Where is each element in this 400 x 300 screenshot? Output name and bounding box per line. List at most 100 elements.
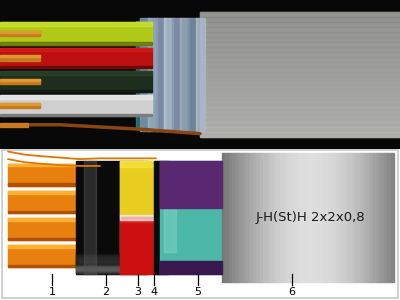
Bar	[380, 153, 384, 282]
Bar	[200, 87, 400, 92]
Bar	[200, 42, 400, 47]
Bar	[325, 153, 329, 282]
Bar	[0, 123, 28, 127]
Bar	[8, 218, 88, 240]
Bar	[287, 153, 291, 282]
Bar	[349, 153, 353, 282]
Bar	[246, 153, 250, 282]
Bar	[160, 160, 222, 208]
Bar	[0, 71, 152, 92]
Bar	[200, 12, 400, 136]
Bar	[0, 95, 152, 99]
Text: 4: 4	[150, 287, 158, 297]
Bar	[308, 153, 312, 282]
Bar	[0, 31, 40, 32]
Bar	[164, 195, 176, 251]
Bar	[76, 261, 148, 272]
Bar	[120, 215, 160, 220]
Bar	[200, 62, 400, 67]
Bar	[200, 77, 400, 82]
Bar	[226, 153, 229, 282]
Text: 1: 1	[48, 287, 56, 297]
Bar	[387, 153, 390, 282]
Bar	[76, 260, 148, 271]
Bar	[76, 254, 148, 265]
Bar	[274, 153, 277, 282]
Bar	[229, 153, 232, 282]
Bar	[180, 18, 189, 131]
Bar	[8, 218, 88, 221]
Bar	[0, 71, 152, 75]
Bar	[148, 18, 157, 131]
Bar	[200, 132, 400, 136]
Bar	[84, 160, 96, 274]
Bar	[76, 263, 148, 274]
Bar	[160, 261, 222, 274]
Bar	[200, 92, 400, 97]
Bar	[200, 52, 400, 57]
Bar	[120, 160, 160, 167]
Bar	[140, 18, 149, 131]
Bar	[277, 153, 280, 282]
Bar	[200, 122, 400, 127]
Bar	[256, 153, 260, 282]
Bar	[120, 218, 160, 222]
Bar	[0, 31, 40, 36]
Text: 5: 5	[194, 287, 202, 297]
Bar	[8, 164, 88, 186]
Text: J-H(St)H 2x2x0,8: J-H(St)H 2x2x0,8	[255, 211, 365, 224]
Bar	[332, 153, 336, 282]
Bar	[8, 191, 88, 213]
Bar	[0, 79, 40, 81]
Bar	[370, 153, 373, 282]
Bar	[360, 153, 363, 282]
Bar	[0, 22, 152, 26]
Bar	[120, 218, 160, 274]
Bar	[0, 114, 152, 116]
Bar	[200, 67, 400, 72]
Bar	[301, 153, 304, 282]
Bar	[120, 160, 160, 274]
Bar	[318, 153, 322, 282]
Bar	[339, 153, 342, 282]
Bar	[76, 253, 148, 264]
Bar	[366, 153, 370, 282]
Bar	[322, 153, 325, 282]
Text: 3: 3	[134, 287, 142, 297]
Bar	[280, 153, 284, 282]
Bar	[0, 79, 40, 84]
Bar	[200, 27, 400, 32]
Bar	[200, 97, 400, 102]
Bar	[164, 18, 173, 131]
Bar	[76, 262, 148, 273]
Bar	[267, 153, 270, 282]
Bar	[236, 153, 239, 282]
Bar	[384, 153, 387, 282]
Bar	[8, 245, 88, 248]
Bar	[200, 102, 400, 107]
Bar	[353, 153, 356, 282]
Bar	[200, 57, 400, 62]
Bar	[253, 153, 256, 282]
Bar	[263, 153, 267, 282]
Bar	[315, 153, 318, 282]
Bar	[200, 12, 400, 17]
Bar	[0, 47, 152, 68]
Bar	[8, 183, 88, 186]
Bar	[8, 245, 88, 267]
Bar	[270, 153, 274, 282]
Bar	[342, 153, 346, 282]
Bar	[136, 21, 156, 128]
Bar	[200, 82, 400, 87]
Bar	[294, 153, 298, 282]
Bar	[0, 95, 152, 116]
Bar	[76, 256, 148, 267]
Bar	[284, 153, 287, 282]
Bar	[156, 18, 165, 131]
Bar	[200, 32, 400, 37]
Bar	[0, 22, 152, 44]
Bar	[200, 127, 400, 132]
Bar	[377, 153, 380, 282]
Bar	[200, 47, 400, 52]
Bar	[356, 153, 360, 282]
